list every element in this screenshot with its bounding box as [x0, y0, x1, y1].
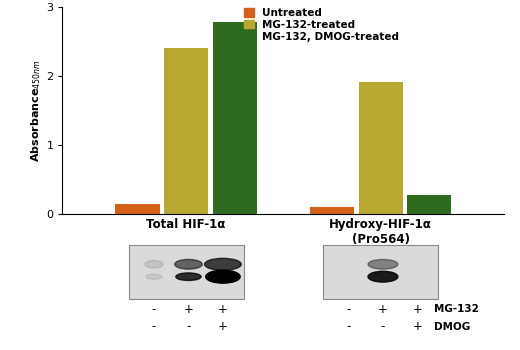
Legend: Untreated, MG-132-treated, MG-132, DMOG-treated: Untreated, MG-132-treated, MG-132, DMOG-…: [244, 8, 399, 42]
Text: +: +: [412, 321, 422, 334]
Ellipse shape: [145, 260, 163, 268]
Text: -: -: [381, 321, 385, 334]
Text: -: -: [186, 321, 191, 334]
Ellipse shape: [368, 259, 398, 269]
Text: +: +: [378, 303, 388, 316]
Ellipse shape: [146, 274, 162, 279]
Text: +: +: [218, 303, 228, 316]
Bar: [213, 22, 257, 214]
Text: Hydroxy-HIF-1α
(Pro564): Hydroxy-HIF-1α (Pro564): [329, 218, 432, 246]
Ellipse shape: [176, 273, 201, 280]
Text: +: +: [184, 303, 193, 316]
Bar: [323, 245, 438, 299]
Text: +: +: [218, 321, 228, 334]
Bar: [407, 195, 451, 214]
Text: Total HIF-1α: Total HIF-1α: [147, 218, 226, 231]
Bar: [359, 82, 402, 214]
Ellipse shape: [368, 271, 398, 282]
Text: -: -: [152, 321, 156, 334]
Ellipse shape: [204, 258, 241, 270]
Bar: [310, 207, 354, 214]
Text: -: -: [346, 321, 350, 334]
Bar: [129, 245, 243, 299]
Text: DMOG: DMOG: [434, 322, 470, 332]
Ellipse shape: [175, 259, 202, 269]
Y-axis label: Absorbance$_{450nm}$: Absorbance$_{450nm}$: [30, 59, 44, 162]
Ellipse shape: [206, 270, 240, 283]
Text: MG-132: MG-132: [434, 304, 478, 314]
Bar: [115, 204, 160, 214]
Text: +: +: [412, 303, 422, 316]
Bar: [164, 48, 208, 214]
Text: -: -: [346, 303, 350, 316]
Text: -: -: [152, 303, 156, 316]
